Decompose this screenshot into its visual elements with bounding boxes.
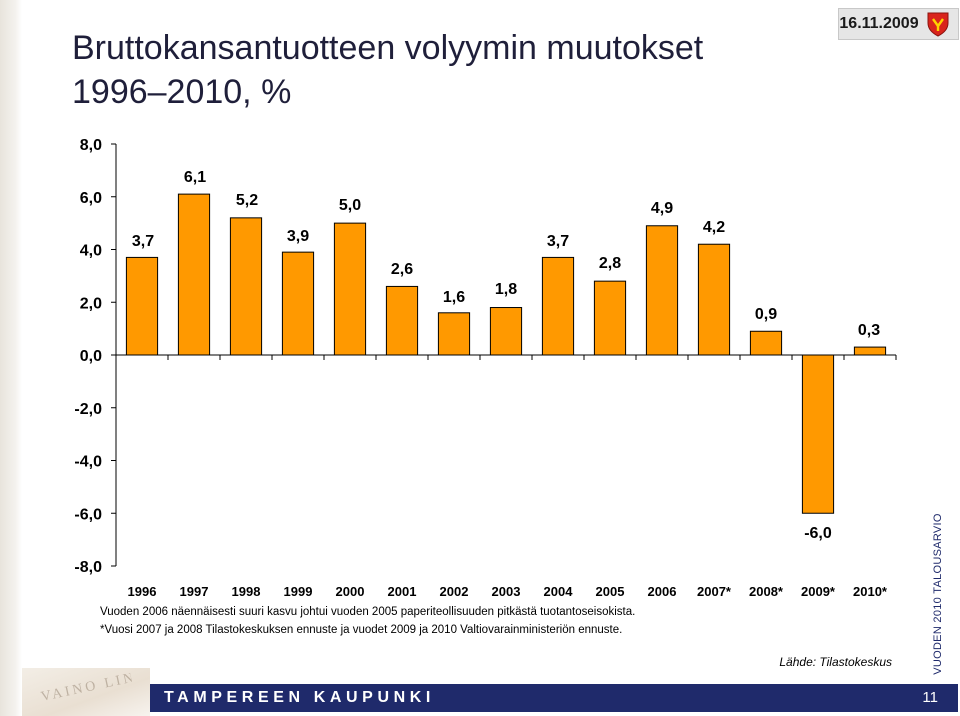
side-label: VUODEN 2010 TALOUSARVIO bbox=[932, 513, 944, 675]
x-tick-label: 2004 bbox=[544, 584, 574, 599]
x-tick-label: 2005 bbox=[596, 584, 625, 599]
data-label: 6,1 bbox=[184, 169, 206, 186]
bar bbox=[281, 251, 315, 356]
y-tick-label: -4,0 bbox=[74, 454, 102, 471]
data-label: 1,8 bbox=[495, 281, 517, 298]
footer-bar: TAMPEREEN KAUPUNKI 11 bbox=[150, 684, 958, 712]
x-tick-label: 2009* bbox=[801, 584, 836, 599]
bars: 3,7 6,1 5,2 3,9 5,0 2,6 1,6 1,8 3,7 2,8 4,9 4,2 0,9 -… bbox=[125, 169, 887, 542]
bar bbox=[541, 256, 575, 356]
bar bbox=[385, 285, 419, 356]
title-line-1: Bruttokansantuotteen volyymin muutokset bbox=[72, 29, 704, 67]
x-tick-label: 2008* bbox=[749, 584, 784, 599]
data-label: -6,0 bbox=[804, 525, 832, 542]
x-tick-label: 1997 bbox=[180, 584, 209, 599]
bar bbox=[801, 354, 835, 514]
data-label: 4,2 bbox=[703, 219, 725, 236]
footnote-2: *Vuosi 2007 ja 2008 Tilastokeskuksen enn… bbox=[100, 624, 623, 636]
y-tick-label: 8,0 bbox=[80, 137, 102, 154]
bar bbox=[229, 217, 263, 356]
x-tick-label: 2007* bbox=[697, 584, 732, 599]
data-label: 2,6 bbox=[391, 261, 413, 278]
y-tick-label: -8,0 bbox=[74, 559, 102, 576]
x-tick-label: 2000 bbox=[336, 584, 365, 599]
bar bbox=[125, 256, 159, 356]
bar bbox=[749, 330, 783, 356]
stamp-mark: VAINO LIN bbox=[40, 670, 134, 705]
x-tick-label: 1996 bbox=[128, 584, 157, 599]
x-tick-label: 2010* bbox=[853, 584, 888, 599]
svg-text:VAINO LIN: VAINO LIN bbox=[40, 670, 134, 705]
y-tick-label: -2,0 bbox=[74, 401, 102, 418]
y-tick-label: 6,0 bbox=[80, 190, 102, 207]
x-tick-label: 2002 bbox=[440, 584, 469, 599]
x-tick-label: 2006 bbox=[648, 584, 677, 599]
bar bbox=[489, 307, 523, 356]
data-label: 3,7 bbox=[547, 233, 569, 250]
x-axis: 1996 1997 1998 1999 2000 2001 2002 2003 2004 2005… bbox=[115, 354, 897, 599]
bar bbox=[645, 225, 679, 356]
data-label: 2,8 bbox=[599, 255, 621, 272]
bar bbox=[333, 222, 367, 356]
bar bbox=[697, 243, 731, 356]
y-tick-label: -6,0 bbox=[74, 506, 102, 523]
y-tick-label: 4,0 bbox=[80, 243, 102, 260]
source-label: Lähde: Tilastokeskus bbox=[779, 655, 892, 669]
x-tick-label: 1998 bbox=[232, 584, 261, 599]
data-label: 4,9 bbox=[651, 200, 673, 217]
data-label: 1,6 bbox=[443, 289, 465, 306]
y-axis: 8,0 6,0 4,0 2,0 0,0 -2,0 -4,0 -6,0 -8,0 bbox=[74, 137, 117, 576]
stamp-image: VAINO LIN bbox=[22, 668, 150, 716]
page-title: Bruttokansantuotteen volyymin muutokset … bbox=[72, 26, 832, 114]
left-edge-decoration bbox=[0, 0, 22, 716]
data-label: 3,7 bbox=[132, 233, 154, 250]
data-label: 3,9 bbox=[287, 228, 309, 245]
page-number: 11 bbox=[922, 689, 938, 706]
bar bbox=[593, 280, 627, 356]
bar bbox=[177, 193, 211, 356]
footer-organization: TAMPEREEN KAUPUNKI bbox=[164, 689, 435, 706]
x-tick-label: 2003 bbox=[492, 584, 521, 599]
y-tick-label: 2,0 bbox=[80, 295, 102, 312]
data-label: 5,0 bbox=[339, 197, 361, 214]
x-tick-label: 1999 bbox=[284, 584, 313, 599]
footnote-1: Vuoden 2006 näennäisesti suuri kasvu joh… bbox=[100, 606, 636, 618]
title-line-2: 1996–2010, % bbox=[72, 73, 292, 111]
data-label: 0,9 bbox=[755, 306, 777, 323]
bar bbox=[437, 312, 471, 356]
data-label: 5,2 bbox=[236, 192, 258, 209]
city-crest-icon bbox=[918, 8, 959, 40]
y-tick-label: 0,0 bbox=[80, 348, 102, 365]
data-label: 0,3 bbox=[858, 322, 880, 339]
bar bbox=[853, 346, 887, 356]
x-tick-label: 2001 bbox=[388, 584, 417, 599]
